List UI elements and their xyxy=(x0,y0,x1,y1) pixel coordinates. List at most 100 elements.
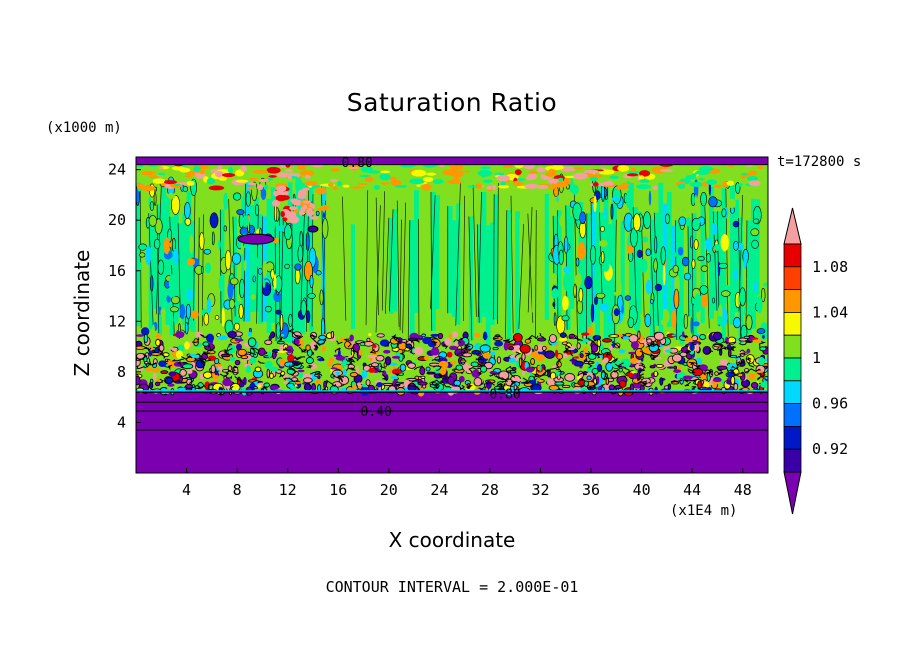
field-blob xyxy=(420,375,426,379)
field-blob xyxy=(203,312,210,326)
field-streak xyxy=(633,207,638,318)
field-blob xyxy=(720,290,731,297)
field-blob xyxy=(650,253,658,258)
field-blob xyxy=(329,385,339,395)
field-blob xyxy=(417,381,428,386)
field-blob xyxy=(671,334,676,337)
field-streak xyxy=(325,200,331,325)
contour-line xyxy=(613,369,619,373)
contour-line xyxy=(402,202,407,334)
colorbar-swatch xyxy=(783,289,802,313)
field-blob xyxy=(376,382,383,388)
colorbar-label: 1.04 xyxy=(812,303,848,321)
field-blob xyxy=(383,349,391,354)
field-blob xyxy=(450,360,457,365)
contour-line xyxy=(577,372,588,377)
y-tick-label: 8 xyxy=(117,363,126,381)
field-blob xyxy=(183,202,191,219)
field-blob xyxy=(364,176,374,183)
contour-line xyxy=(243,182,246,322)
field-blob xyxy=(730,376,736,385)
field-blob xyxy=(149,201,155,211)
field-streak xyxy=(211,205,217,313)
field-blob xyxy=(589,176,599,182)
field-blob xyxy=(652,185,658,190)
field-streak xyxy=(452,220,457,317)
field-blob xyxy=(621,182,630,187)
field-blob xyxy=(298,339,304,348)
field-blob xyxy=(242,215,249,227)
field-streak xyxy=(755,199,761,310)
field-blob xyxy=(548,385,560,391)
contour-line xyxy=(497,183,499,324)
field-streak xyxy=(751,198,756,329)
contour-line xyxy=(746,357,755,368)
field-blob xyxy=(593,265,596,271)
field-streak xyxy=(418,219,424,344)
field-blob xyxy=(732,220,740,228)
field-blob xyxy=(659,377,664,386)
field-blob xyxy=(694,194,698,208)
contour-line xyxy=(434,384,440,390)
contour-line xyxy=(738,341,752,346)
field-blob xyxy=(698,178,705,181)
contour-line xyxy=(468,367,481,372)
field-streak xyxy=(464,195,470,322)
field-blob xyxy=(327,183,334,187)
colorbar-swatch xyxy=(783,425,802,450)
field-blob xyxy=(613,308,620,317)
field-blob xyxy=(432,179,444,185)
contour-line xyxy=(334,347,341,353)
contour-line xyxy=(563,348,569,353)
contour-line xyxy=(514,351,522,358)
field-blob xyxy=(311,383,316,392)
field-blob xyxy=(592,182,599,187)
field-blob xyxy=(264,360,273,369)
contour-line xyxy=(430,195,436,309)
field-blob xyxy=(430,347,440,356)
field-blob xyxy=(269,372,274,379)
field-blob xyxy=(654,236,658,254)
field-blob xyxy=(649,298,654,304)
field-blob xyxy=(728,198,736,209)
contour-line xyxy=(438,374,448,383)
field-streak xyxy=(371,204,377,321)
field-blob xyxy=(264,339,273,345)
contour-line xyxy=(171,358,184,362)
field-blob xyxy=(305,356,314,364)
contour-line xyxy=(574,336,583,342)
field-streak xyxy=(253,197,259,312)
field-blob xyxy=(594,296,598,305)
field-blob xyxy=(639,179,650,183)
field-blob xyxy=(253,386,258,390)
field-blob xyxy=(185,322,189,335)
field-blob xyxy=(278,358,286,367)
field-blob xyxy=(521,352,526,361)
field-blob xyxy=(447,179,463,185)
field-streak xyxy=(759,212,765,338)
field-blob xyxy=(160,307,166,318)
field-blob xyxy=(649,365,656,369)
contour-line xyxy=(708,369,713,376)
field-blob xyxy=(502,164,514,169)
field-blob xyxy=(717,315,724,325)
field-streak xyxy=(439,210,445,336)
contour-line xyxy=(298,346,307,353)
contour-line xyxy=(527,213,534,323)
contour-label: 0.80 xyxy=(342,156,373,171)
field-blob xyxy=(217,165,223,170)
contour-line xyxy=(148,213,154,330)
field-blob xyxy=(305,310,311,323)
field-blob xyxy=(229,356,236,362)
field-streak xyxy=(569,216,575,309)
x-tick-label: 4 xyxy=(182,481,191,499)
field-blob xyxy=(722,181,728,188)
field-blob xyxy=(152,324,155,338)
field-blob xyxy=(220,353,231,358)
field-blob xyxy=(514,378,523,382)
colorbar-swatch xyxy=(783,266,802,290)
field-streak xyxy=(489,222,495,325)
field-blob xyxy=(563,236,569,254)
contour-line xyxy=(249,347,260,352)
field-blob xyxy=(288,215,300,224)
